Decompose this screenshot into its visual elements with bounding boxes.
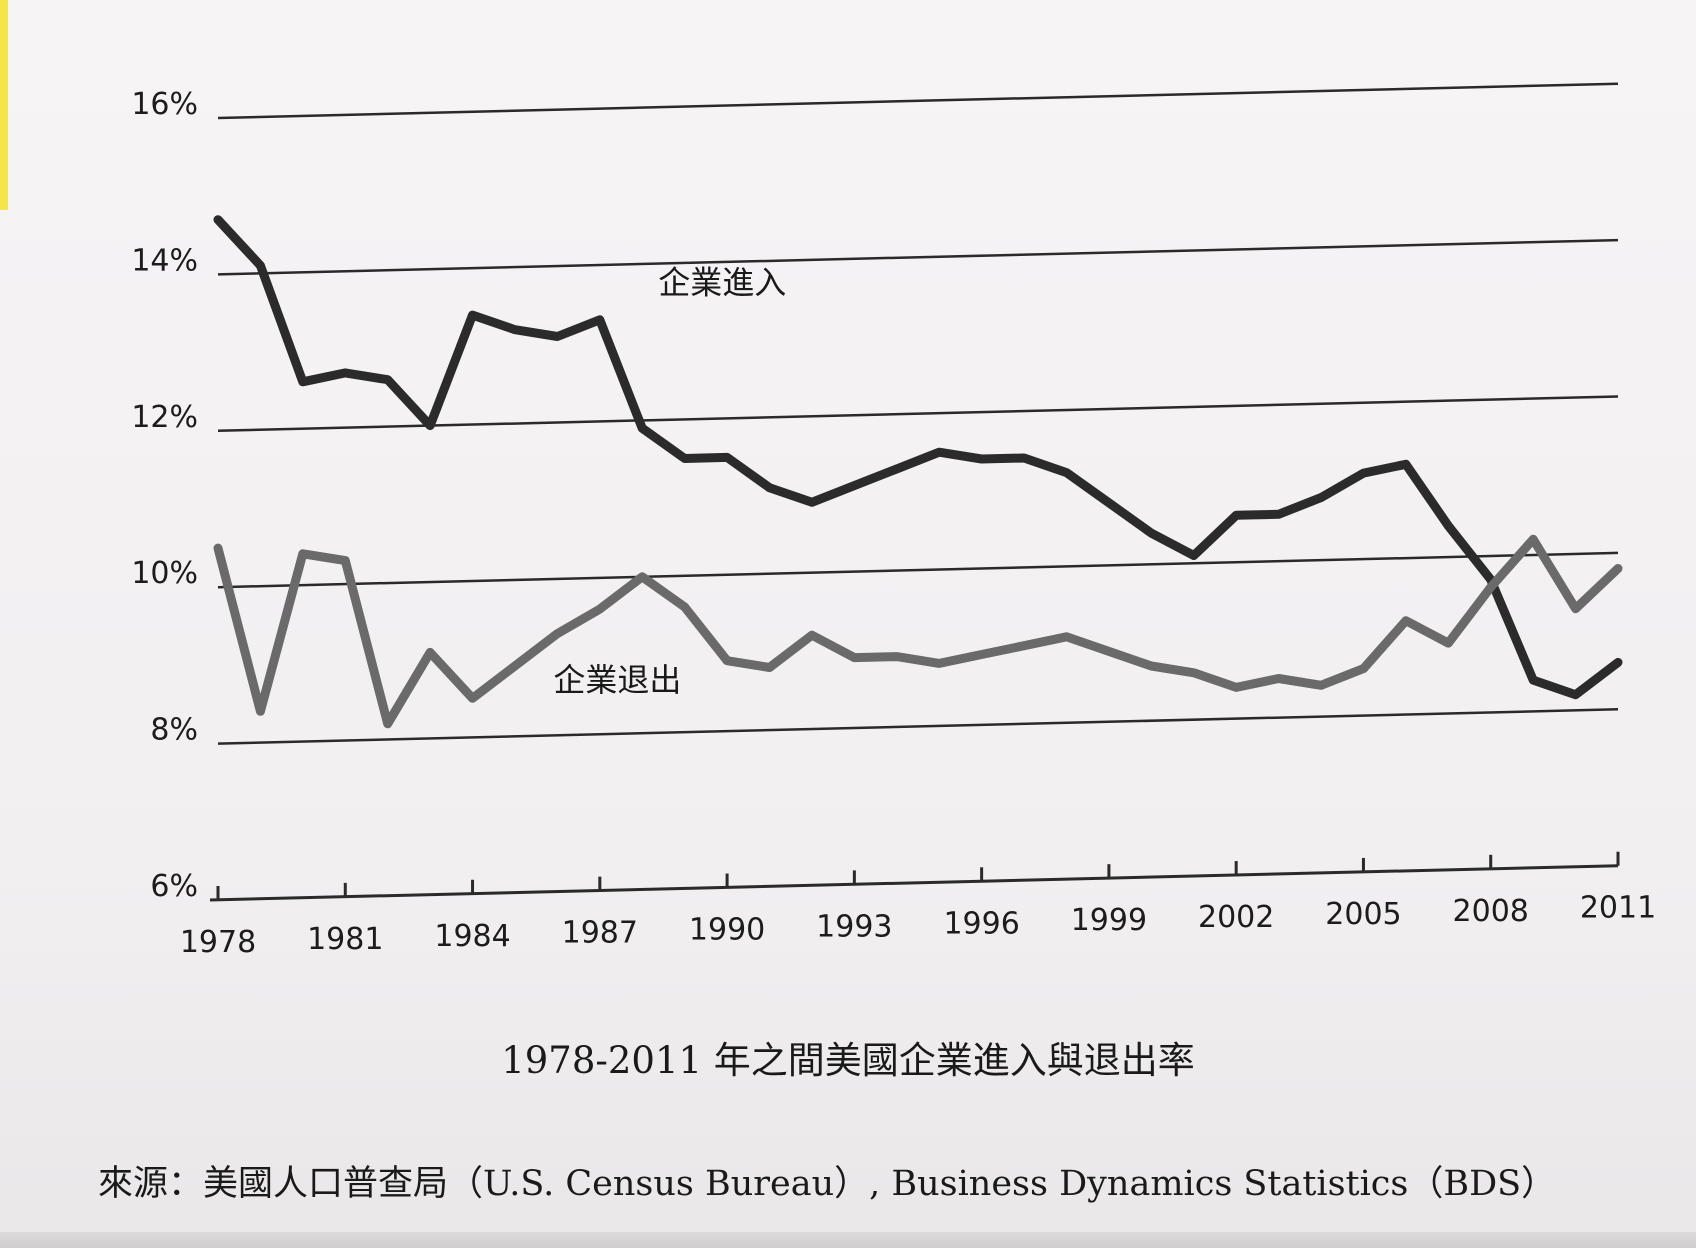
x-tick-label: 2005 — [1325, 897, 1401, 932]
y-tick-label: 10% — [131, 556, 198, 591]
series-label-exit: 企業退出 — [553, 661, 681, 699]
x-tick-label: 1999 — [1071, 903, 1147, 938]
gridline-8 — [217, 708, 1619, 745]
y-tick-label: 6% — [150, 869, 198, 904]
x-tick-label: 1981 — [307, 922, 383, 957]
page-bottom-shadow — [0, 1232, 1696, 1248]
gridline-12 — [217, 395, 1619, 433]
x-tick-label: 2008 — [1453, 894, 1529, 929]
x-tick-label: 2002 — [1198, 900, 1274, 935]
x-tick-label: 1993 — [816, 909, 892, 944]
y-tick-label: 8% — [150, 713, 198, 748]
series-label-entry: 企業進入 — [658, 263, 786, 301]
series-line-exit — [213, 534, 1623, 729]
y-tick-label: 14% — [131, 243, 198, 278]
x-tick-label: 1978 — [180, 925, 256, 960]
y-tick-label: 12% — [131, 400, 198, 435]
gridline-16 — [217, 82, 1619, 120]
page-edge-highlight — [0, 0, 8, 210]
x-axis-line — [209, 864, 1619, 902]
x-tick-label: 2011 — [1580, 891, 1656, 926]
x-tick-label: 1996 — [943, 906, 1019, 941]
series-line-entry — [213, 215, 1623, 700]
x-tick-label: 1990 — [689, 913, 765, 948]
x-tick-label: 1984 — [434, 919, 510, 954]
y-tick-label: 16% — [131, 87, 198, 122]
gridline-10 — [217, 551, 1619, 589]
x-tick-label: 1987 — [562, 916, 638, 951]
gridline-14 — [217, 238, 1619, 276]
source-note: 來源：美國人口普查局（U.S. Census Bureau）, Business… — [98, 1164, 1557, 1204]
chart-title: 1978-2011 年之間美國企業進入與退出率 — [501, 1039, 1195, 1082]
